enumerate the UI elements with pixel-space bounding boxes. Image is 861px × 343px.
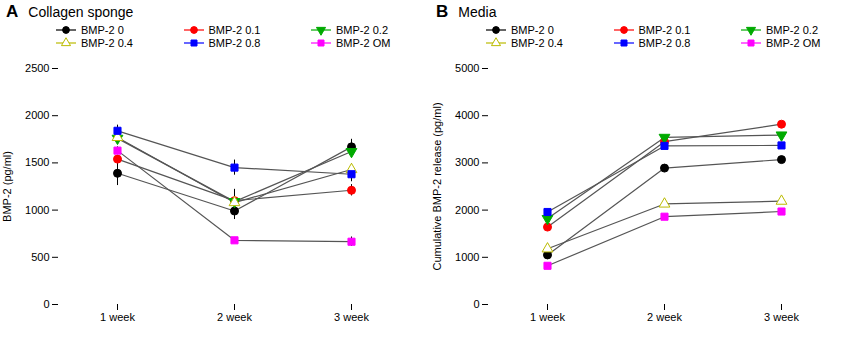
html-text:BMP-2 0.1: BMP-2 0.1: [208, 24, 261, 36]
svg-text:4000: 4000: [455, 109, 479, 121]
svg-text:1 week: 1 week: [530, 311, 565, 323]
svg-text:2 week: 2 week: [647, 311, 682, 323]
svg-text:1000: 1000: [455, 251, 479, 263]
svg-text:3000: 3000: [455, 156, 479, 168]
html-text:Collagen sponge: Collagen sponge: [28, 4, 134, 20]
html-text:B: B: [436, 2, 449, 21]
html-text:BMP-2 OM: BMP-2 OM: [766, 37, 821, 49]
svg-text:0: 0: [43, 298, 49, 310]
html-text:Media: Media: [458, 4, 497, 20]
svg-text:5000: 5000: [455, 62, 479, 74]
svg-text:Cumulative BMP-2 release (pg/m: Cumulative BMP-2 release (pg/ml): [431, 102, 443, 270]
html-text:BMP-2 0: BMP-2 0: [81, 24, 124, 36]
html-text:BMP-2 0.8: BMP-2 0.8: [638, 37, 691, 49]
svg-text:2000: 2000: [25, 109, 49, 121]
html-text:BMP-2 0.4: BMP-2 0.4: [81, 37, 133, 49]
svg-text:500: 500: [31, 251, 49, 263]
html-text:A: A: [6, 2, 19, 21]
svg-text:0: 0: [473, 298, 479, 310]
html-text:BMP-2 OM: BMP-2 OM: [336, 37, 391, 49]
html-text:BMP-2 0.2: BMP-2 0.2: [766, 24, 818, 36]
svg-text:1000: 1000: [25, 204, 49, 216]
svg-text:3 week: 3 week: [334, 311, 369, 323]
svg-text:2500: 2500: [25, 62, 49, 74]
svg-text:BMP-2 (pg/ml): BMP-2 (pg/ml): [1, 151, 13, 222]
html-text:BMP-2 0.4: BMP-2 0.4: [511, 37, 563, 49]
svg-text:2 week: 2 week: [217, 311, 252, 323]
svg-text:1 week: 1 week: [100, 311, 135, 323]
html-text:BMP-2 0.8: BMP-2 0.8: [208, 37, 261, 49]
html-text:BMP-2 0: BMP-2 0: [511, 24, 554, 36]
html-text:BMP-2 0.2: BMP-2 0.2: [336, 24, 388, 36]
svg-text:3 week: 3 week: [764, 311, 799, 323]
html-text:BMP-2 0.1: BMP-2 0.1: [638, 24, 691, 36]
svg-text:1500: 1500: [25, 156, 49, 168]
svg-text:2000: 2000: [455, 204, 479, 216]
